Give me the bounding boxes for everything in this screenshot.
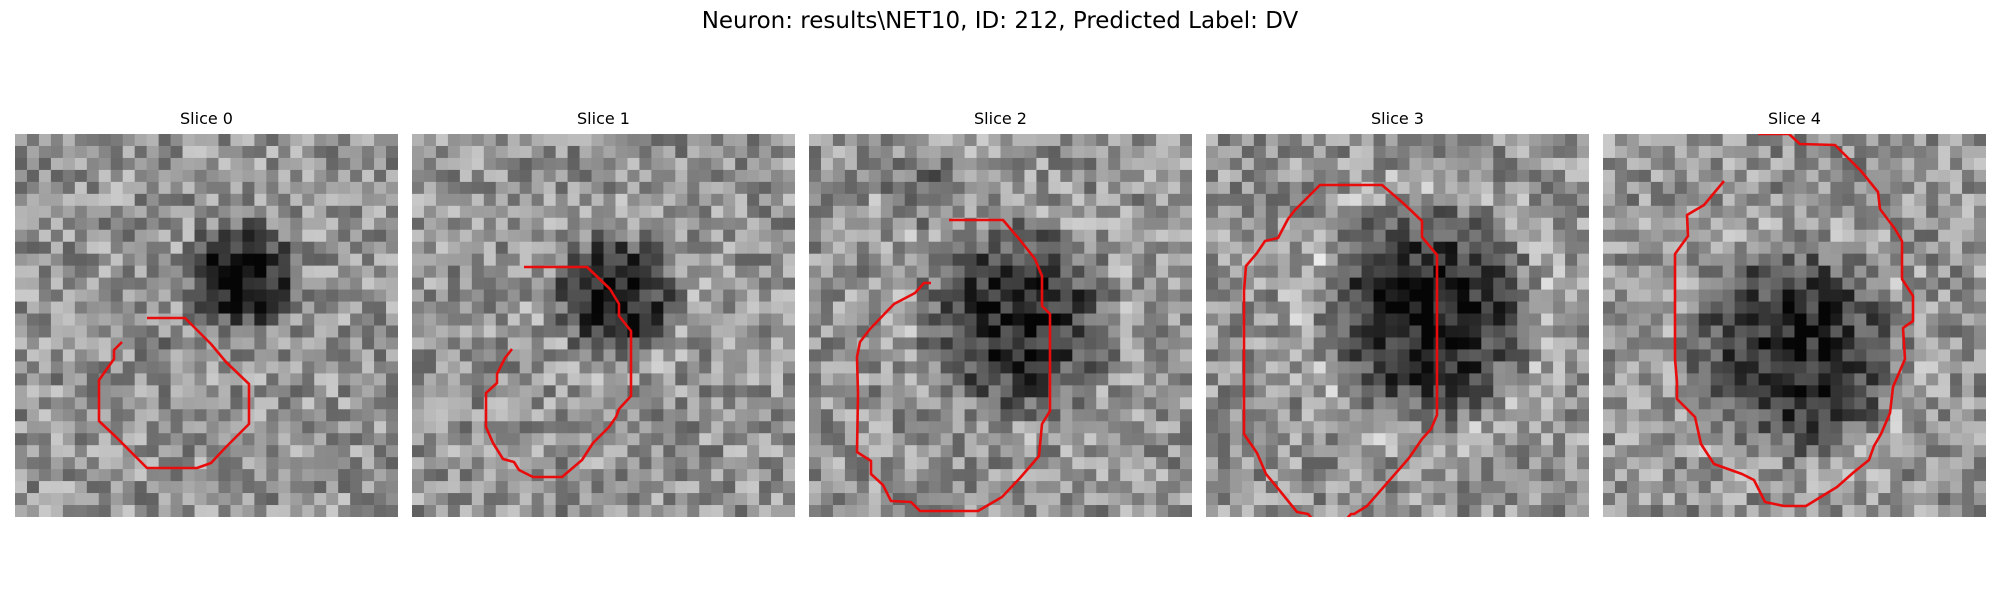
slice-image-2 [809,134,1192,517]
slice-panel-3: Slice 3 [1206,108,1589,517]
neuron-contour-3b [1242,183,1335,517]
pixel-grid-4 [1603,134,1986,517]
pixel-grid-1 [412,134,795,517]
pixel-grid-3 [1206,134,1589,517]
slice-panel-4: Slice 4 [1603,108,1986,517]
slice-panel-1: Slice 1 [412,108,795,517]
slice-title-0: Slice 0 [180,109,233,128]
neuron-contour-2 [855,218,1052,513]
slice-title-2: Slice 2 [974,109,1027,128]
slice-image-3 [1206,134,1589,517]
pixel-grid-2 [809,134,1192,517]
slice-title-1: Slice 1 [577,109,630,128]
slice-title-4: Slice 4 [1768,109,1821,128]
slice-panel-2: Slice 2 [809,108,1192,517]
neuron-contour-1 [484,265,633,479]
neuron-contour-4 [1673,134,1915,508]
slice-image-1 [412,134,795,517]
slice-image-4 [1603,134,1986,517]
slice-title-3: Slice 3 [1371,109,1424,128]
figure-title: Neuron: results\NET10, ID: 212, Predicte… [701,8,1299,34]
neuron-contour-0 [97,316,251,470]
slice-panel-0: Slice 0 [15,108,398,517]
slice-image-0 [15,134,398,517]
neuron-contour-3 [1335,183,1439,517]
pixel-grid-0 [15,134,398,517]
